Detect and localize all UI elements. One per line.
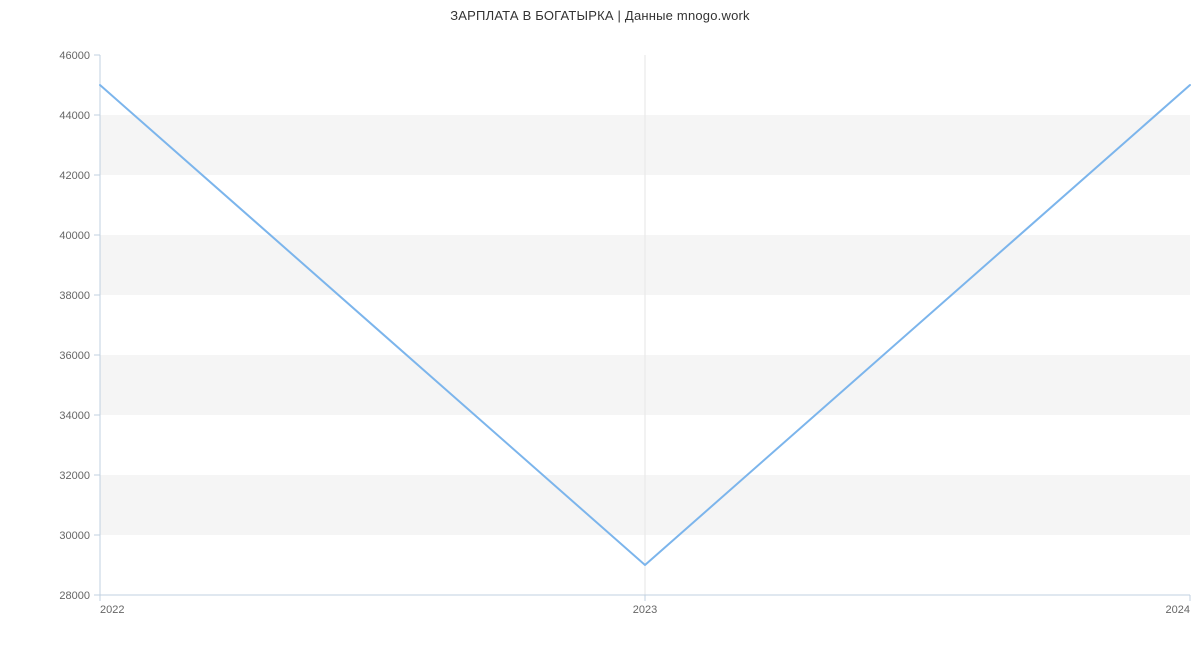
y-tick-label: 34000 <box>59 410 90 422</box>
chart-svg: 28000 30000 32000 34000 36000 38000 40000 42000… <box>0 0 1200 650</box>
y-tick-label: 44000 <box>59 110 90 122</box>
y-tick-label: 38000 <box>59 290 90 302</box>
y-tick-label: 42000 <box>59 170 90 182</box>
y-tick-label: 36000 <box>59 350 90 362</box>
y-tick-label: 40000 <box>59 230 90 242</box>
x-tick-label: 2023 <box>633 604 657 616</box>
y-tick-label: 30000 <box>59 530 90 542</box>
x-tick-label: 2022 <box>100 604 124 616</box>
chart-title: ЗАРПЛАТА В БОГАТЫРКА | Данные mnogo.work <box>0 8 1200 23</box>
x-tick-label: 2024 <box>1166 604 1190 616</box>
salary-line-chart: ЗАРПЛАТА В БОГАТЫРКА | Данные mnogo.work… <box>0 0 1200 650</box>
y-tick-label: 28000 <box>59 590 90 602</box>
y-tick-label: 32000 <box>59 470 90 482</box>
y-tick-label: 46000 <box>59 50 90 62</box>
